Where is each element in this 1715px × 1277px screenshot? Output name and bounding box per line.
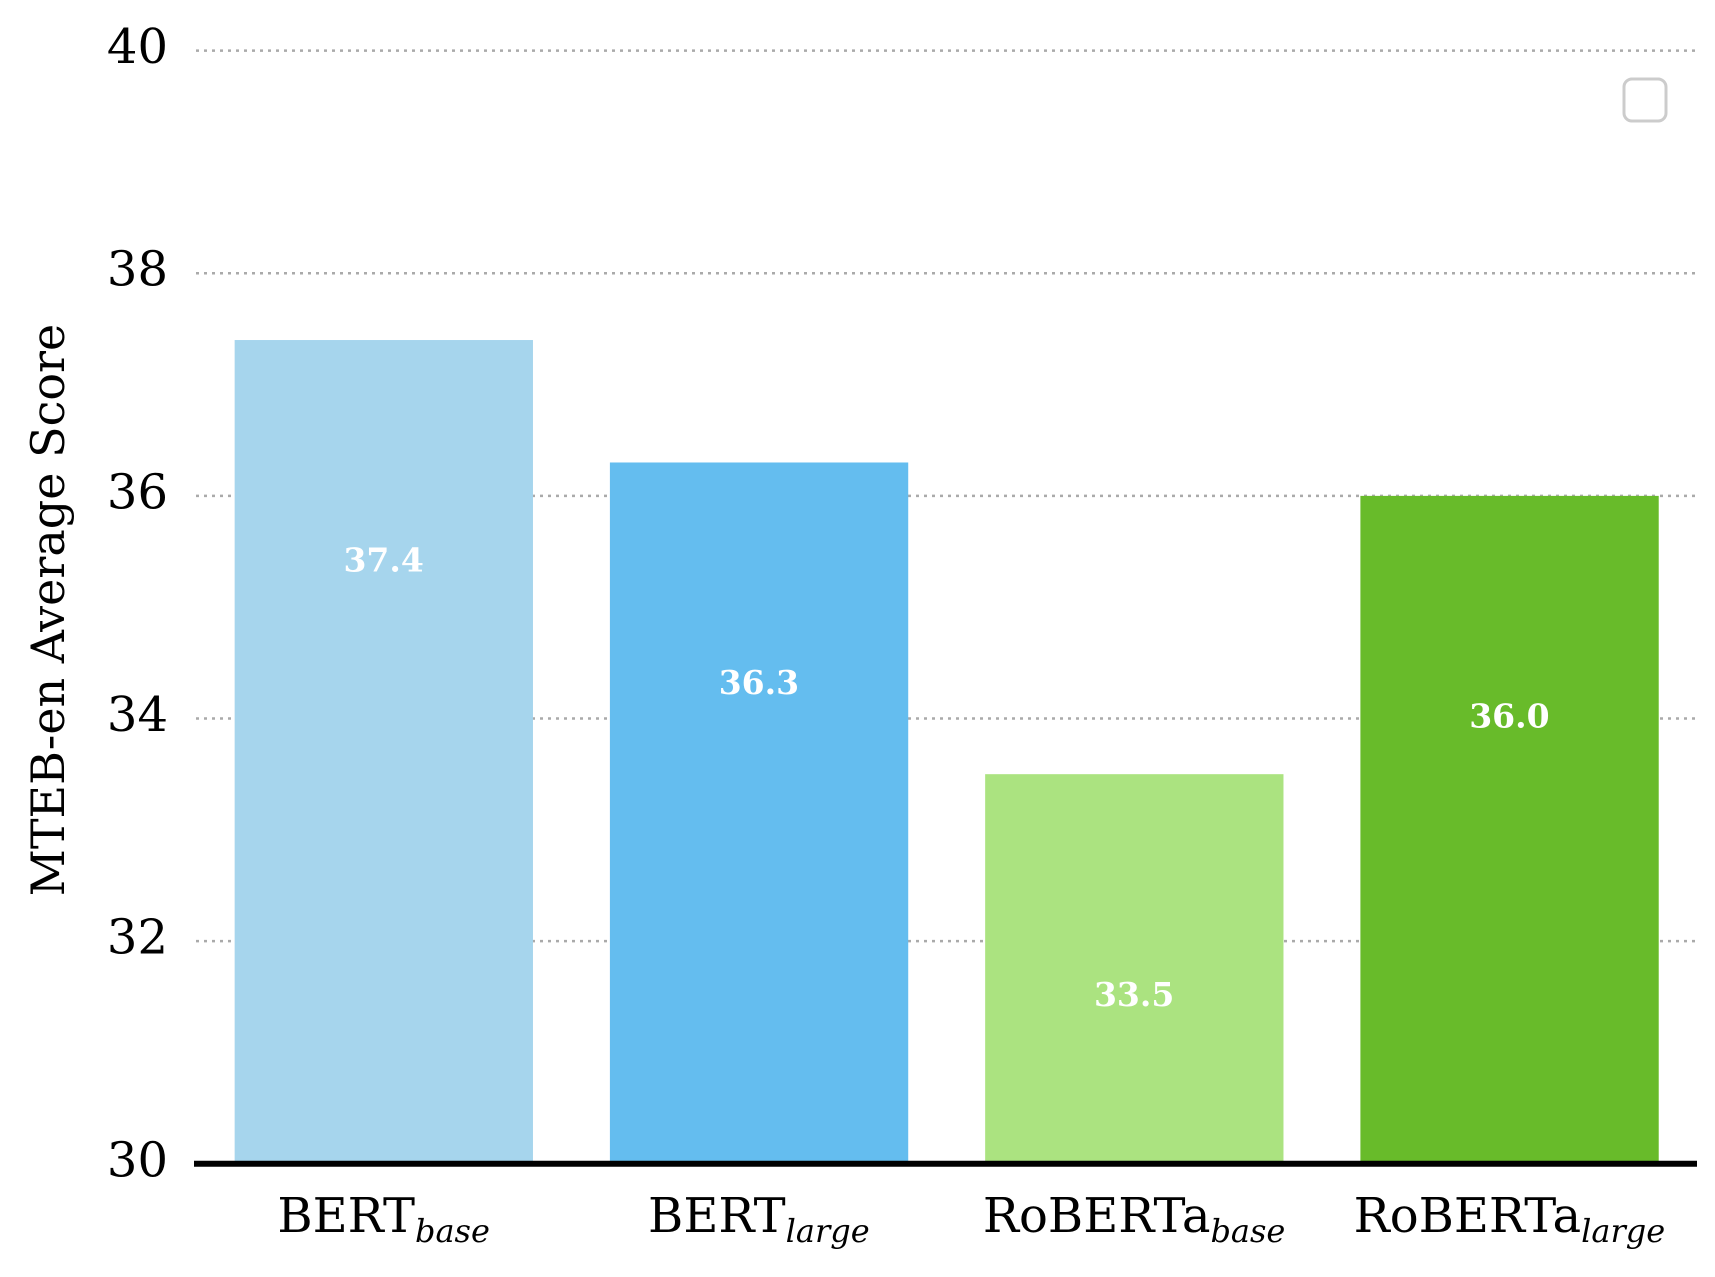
x-tick-label: RoBERTalarge <box>1354 1187 1666 1249</box>
y-tick-label: 34 <box>107 687 168 743</box>
x-tick-label: BERTbase <box>277 1187 490 1249</box>
category-subscript: base <box>1210 1211 1285 1249</box>
category-name: RoBERTa <box>1354 1187 1582 1243</box>
category-subscript: large <box>786 1211 870 1249</box>
y-tick-label: 30 <box>107 1132 168 1188</box>
value-label: 36.3 <box>719 663 799 702</box>
y-tick-label: 40 <box>107 19 168 75</box>
legend-box <box>1622 77 1668 123</box>
category-name: RoBERTa <box>983 1187 1211 1243</box>
value-label: 36.0 <box>1469 697 1549 736</box>
x-tick-label: RoBERTabase <box>983 1187 1285 1249</box>
category-name: BERT <box>648 1187 786 1243</box>
y-axis-label: MTEB-en Average Score <box>21 324 75 896</box>
category-subscript: base <box>415 1211 490 1249</box>
bar <box>234 340 533 1164</box>
value-label: 33.5 <box>1094 975 1174 1014</box>
y-tick-label: 36 <box>107 464 168 520</box>
category-subscript: large <box>1581 1211 1665 1249</box>
value-label: 37.4 <box>343 541 423 580</box>
bar <box>1360 495 1659 1164</box>
y-tick-label: 38 <box>107 242 168 298</box>
x-tick-label: BERTlarge <box>648 1187 870 1249</box>
bar <box>985 774 1284 1164</box>
bar <box>609 462 909 1164</box>
category-name: BERT <box>277 1187 415 1243</box>
y-tick-label: 32 <box>107 910 168 966</box>
